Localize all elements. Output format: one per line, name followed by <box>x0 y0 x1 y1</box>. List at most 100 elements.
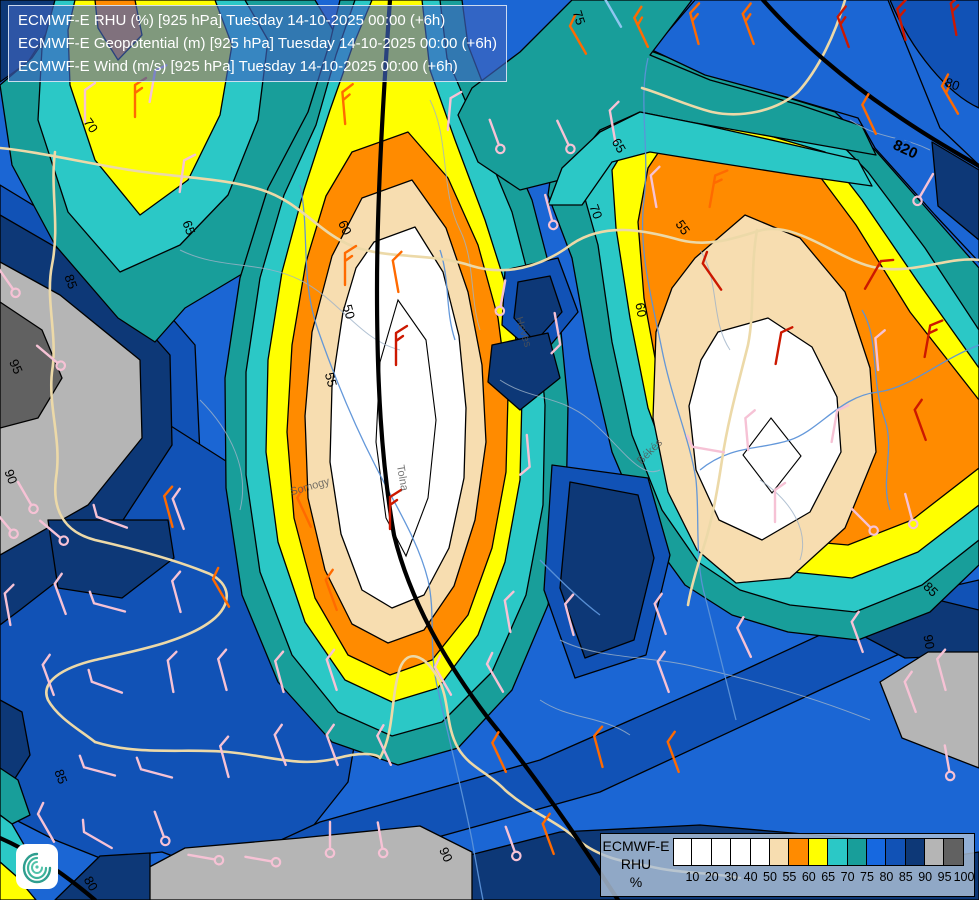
rh-region-85-90 <box>931 141 979 241</box>
wind-barb-icon <box>913 398 927 442</box>
legend-cell <box>905 838 926 866</box>
rh-region-85-90 <box>513 275 563 343</box>
wind-barb-icon <box>394 324 409 367</box>
wind-barb-icon <box>949 0 962 37</box>
rh-legend: ECMWF-E RHU % 10 20 30 40 50 55 60 65 70 75 80 85 90… <box>600 833 975 897</box>
wind-barb-icon <box>656 650 670 694</box>
wind-barb-icon <box>163 485 174 529</box>
wind-barb-icon <box>736 616 753 659</box>
legend-cell <box>847 838 867 866</box>
rh-region-85-90 <box>47 519 175 599</box>
wind-barb-icon <box>3 583 15 627</box>
legend-cell <box>750 838 770 866</box>
wind-barb-icon <box>568 13 588 55</box>
wind-barb-icon <box>488 118 506 155</box>
rh-region-lt-50 <box>688 317 842 541</box>
rh-region-75-80 <box>651 0 979 263</box>
wind-barb-icon <box>41 653 55 697</box>
rh-contour-label: 70 <box>81 115 102 135</box>
wind-barb-icon <box>923 319 944 359</box>
rh-contour-label: 95 <box>6 357 26 376</box>
wind-barb-icon <box>325 723 339 767</box>
wind-barb-icon <box>649 165 661 209</box>
wind-barb-icon <box>653 592 667 636</box>
title-rhu-line: ECMWF-E RHU (%) [925 hPa] Tuesday 14-10-… <box>18 12 446 29</box>
legend-cell <box>808 838 829 866</box>
wind-barb-icon <box>689 2 701 46</box>
rh-region-90-95 <box>139 825 473 900</box>
wind-barb-icon <box>556 119 576 155</box>
wind-barb-icon <box>936 648 947 692</box>
legend-cell <box>828 838 848 866</box>
wind-barb-icon <box>343 244 358 287</box>
wind-barb-icon <box>92 503 129 529</box>
rh-contour-label: 60 <box>632 301 649 318</box>
wind-barb-icon <box>896 0 908 42</box>
rh-contour-label: 65 <box>179 218 198 237</box>
wind-barb-icon <box>593 725 604 769</box>
rh-region-70-75 <box>0 767 31 825</box>
legend-tick: 85 <box>898 870 913 884</box>
wind-barb-icon <box>178 153 197 194</box>
legend-tick: 80 <box>879 870 894 884</box>
county-name-label: Tolna <box>394 464 411 493</box>
wind-barb-icon <box>83 81 97 124</box>
spiral-weather-logo <box>16 844 58 889</box>
rh-contour-label: 70 <box>586 202 605 221</box>
legend-cell <box>731 838 751 866</box>
legend-cell <box>692 838 712 866</box>
spiral-icon <box>22 852 52 883</box>
legend-colorbar <box>673 838 964 866</box>
legend-param-label: RHU <box>620 856 652 872</box>
wind-barb-icon <box>78 754 117 777</box>
rh-region-85-90 <box>0 699 31 784</box>
rh-region-65-70 <box>547 111 873 206</box>
wind-barb-icon <box>912 172 935 207</box>
rh-contour-label: 80 <box>81 873 101 893</box>
title-geopotential-line: ECMWF-E Geopotential (m) [925 hPa] Tuesd… <box>18 35 497 52</box>
legend-model-label: ECMWF-E <box>602 838 670 854</box>
wind-barb-icon <box>485 651 505 693</box>
wind-barb-icon <box>211 566 231 608</box>
rh-contour-label: 60 <box>335 218 355 237</box>
wind-barb-icon <box>274 650 285 694</box>
rh-region-95-100 <box>0 301 63 429</box>
legend-tick: 95 <box>937 870 952 884</box>
wind-barb-icon <box>541 812 555 856</box>
legend-tick: 20 <box>704 870 719 884</box>
wind-barb-icon <box>744 409 756 452</box>
rh-region-85-90 <box>559 481 655 659</box>
rh-contour-labels: 75 70 65 60 50 55 55 60 70 65 80 85 90 95 90 85 85 80 90 <box>1 8 961 893</box>
wind-barb-icon <box>903 670 917 714</box>
wind-barb-icon <box>544 193 559 231</box>
legend-cell <box>769 838 790 866</box>
wind-barb-icon <box>836 5 850 49</box>
legend-cell <box>673 838 693 866</box>
wind-barb-icon <box>550 311 562 355</box>
legend-tick: 40 <box>743 870 758 884</box>
rh-contour-inner <box>742 417 802 494</box>
wind-barb-icon <box>324 820 336 859</box>
wind-barb-icon <box>519 433 531 476</box>
wind-barb-icon <box>608 100 620 144</box>
rh-contour-label: 90 <box>1 467 20 486</box>
rh-contour-label: 90 <box>436 845 456 864</box>
wind-barb-icon <box>0 508 19 540</box>
wind-barb-icon <box>850 610 864 654</box>
wind-barb-icon <box>433 654 453 696</box>
wind-barb-icon <box>244 855 282 868</box>
rh-contour-label: 55 <box>322 371 340 389</box>
county-border-lines <box>179 99 931 736</box>
rh-contour-label: 75 <box>570 8 589 26</box>
wind-barb-icon <box>491 731 508 774</box>
wind-barb-icon <box>171 570 182 614</box>
wind-barb-icon <box>53 572 67 616</box>
legend-cell <box>711 838 732 866</box>
legend-tick: 30 <box>724 870 739 884</box>
wind-barbs <box>0 0 962 868</box>
legend-cell <box>944 838 964 866</box>
legend-cell <box>789 838 809 866</box>
wind-barb-icon <box>943 744 956 782</box>
wind-barb-icon <box>830 404 850 444</box>
